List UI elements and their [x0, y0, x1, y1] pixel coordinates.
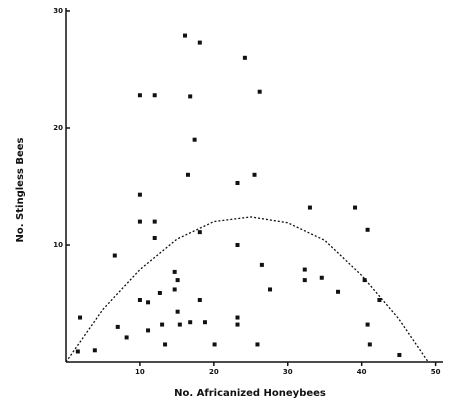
point: [397, 352, 402, 357]
point: [235, 315, 240, 320]
point: [172, 269, 177, 274]
x-tick-label: 10: [135, 368, 145, 376]
point: [336, 289, 341, 294]
point: [137, 93, 142, 98]
point: [160, 322, 165, 327]
point: [172, 287, 177, 292]
point: [302, 267, 307, 272]
point: [365, 227, 370, 232]
point: [78, 315, 83, 320]
point: [235, 322, 240, 327]
point: [235, 243, 240, 247]
point: [242, 55, 247, 60]
y-tick-label: 30: [53, 7, 63, 15]
point: [377, 297, 382, 302]
point: [367, 342, 372, 347]
point: [124, 335, 129, 340]
point: [185, 172, 190, 177]
point: [112, 253, 117, 258]
point: [212, 342, 217, 347]
point: [362, 278, 367, 283]
point: [235, 180, 240, 185]
point: [302, 278, 307, 283]
point: [152, 219, 157, 224]
fit-curve: [65, 216, 429, 363]
point: [257, 89, 262, 94]
point: [255, 342, 260, 347]
point: [365, 322, 370, 327]
point: [175, 278, 180, 283]
point: [202, 320, 207, 325]
point: [175, 309, 180, 314]
x-tick-label: 30: [283, 368, 293, 376]
point: [146, 300, 151, 305]
x-tick-label: 40: [357, 368, 367, 376]
x-tick-label: 50: [431, 368, 441, 376]
x-tick-label: 20: [209, 368, 219, 376]
y-tick-label: 10: [53, 241, 63, 249]
point: [157, 290, 162, 295]
y-axis-label: No. Stingless Bees: [15, 137, 26, 242]
point: [319, 275, 324, 280]
point: [188, 320, 193, 325]
point: [146, 328, 151, 333]
y-tick-label: 20: [53, 124, 63, 132]
point: [197, 230, 202, 235]
point: [137, 297, 142, 302]
point: [188, 94, 193, 99]
point: [92, 348, 97, 353]
point: [75, 349, 80, 354]
point: [252, 172, 257, 177]
point: [115, 324, 120, 329]
x-axis-label: No. Africanized Honeybees: [174, 388, 326, 399]
point: [268, 287, 273, 292]
point: [152, 235, 157, 240]
point: [152, 93, 157, 98]
point: [177, 322, 182, 327]
point: [259, 262, 264, 267]
point: [192, 137, 197, 142]
point: [183, 33, 188, 38]
point: [197, 297, 202, 302]
point: [353, 205, 358, 210]
point: [197, 40, 202, 45]
point: [163, 342, 168, 347]
point: [137, 192, 142, 197]
point: [137, 219, 142, 224]
point: [307, 205, 312, 210]
